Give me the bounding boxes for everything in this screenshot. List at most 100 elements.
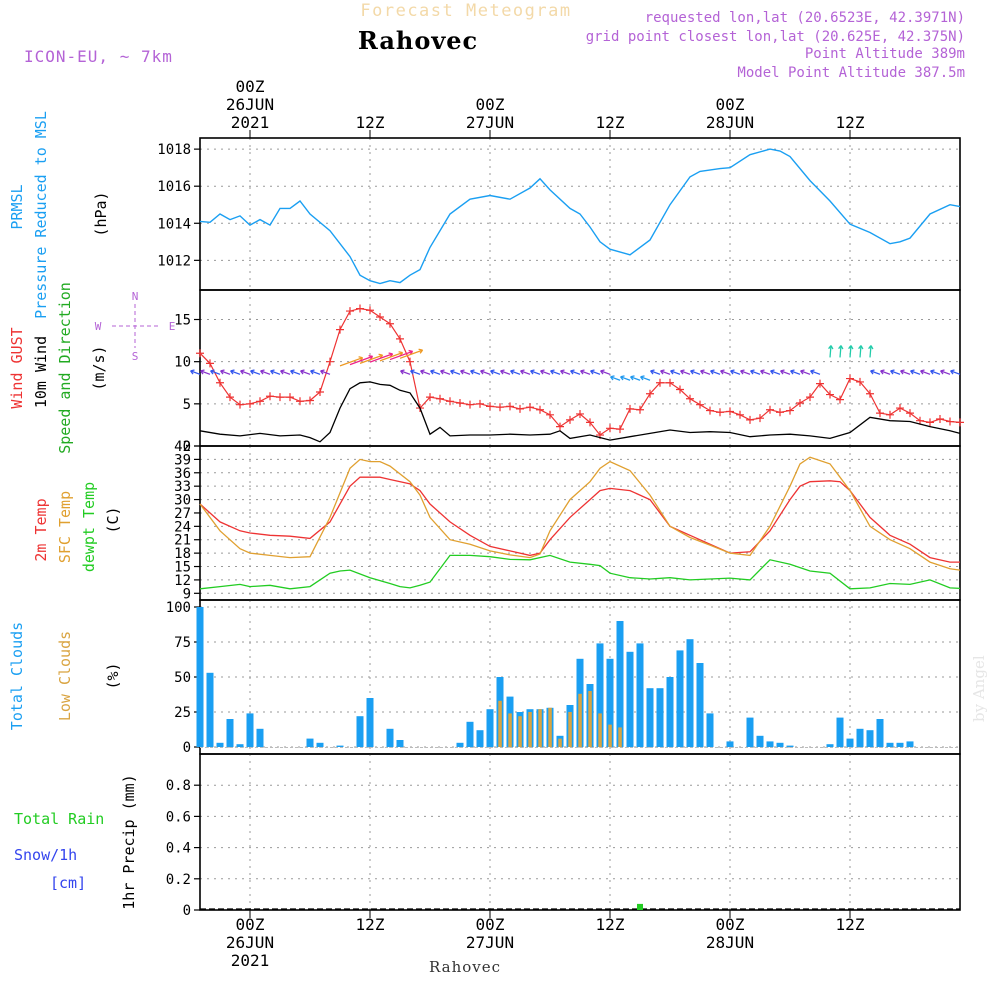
gust-marker-62 [816, 379, 824, 388]
wind-direction-arrow-5 [240, 370, 251, 375]
precip-axis-label: 1hr Precip (mm) [120, 774, 138, 909]
gust-marker-67 [866, 389, 874, 398]
total-cloud-bar-6 [256, 728, 264, 747]
low-cloud-bar-31 [508, 713, 512, 747]
wind-direction-head-9 [280, 369, 285, 375]
total-cloud-bar-55 [746, 717, 754, 747]
wind-10m-label: 10m Wind [32, 336, 50, 408]
wind-direction-arrow-68 [870, 370, 881, 375]
wind-direction-head-11 [300, 369, 305, 375]
temp-ytick-label-5: 24 [174, 519, 191, 535]
gust-marker-0 [196, 349, 204, 358]
wind-direction-head-75 [940, 369, 945, 375]
total-cloud-bar-4 [236, 744, 244, 747]
wind-direction-head-59 [780, 369, 785, 375]
gust-marker-30 [496, 403, 504, 412]
wind-unit: (m/s) [90, 345, 108, 390]
bottom-time-label-2-1: 27JUN [466, 933, 514, 952]
total-cloud-bar-70 [896, 742, 904, 747]
total-cloud-bar-3 [226, 719, 234, 747]
pressure-ytick-label-3: 1018 [157, 142, 191, 158]
total-cloud-bar-65 [846, 738, 854, 747]
wind-dir-label: Speed and Direction [56, 282, 74, 454]
wind-direction-arrow-62 [810, 370, 821, 375]
wind-direction-arrow-52 [710, 370, 721, 375]
total-cloud-bar-53 [726, 741, 734, 747]
bottom-time-label-4-1: 28JUN [706, 933, 754, 952]
temp-ytick-label-4: 21 [174, 533, 191, 549]
top-time-label-4-1: 28JUN [706, 113, 754, 132]
total-cloud-bar-27 [466, 721, 474, 747]
wind-direction-head-12 [310, 369, 315, 375]
gust-marker-26 [456, 398, 464, 407]
wind-direction-head-45 [640, 375, 645, 381]
gust-marker-15 [346, 307, 354, 316]
compass-w: W [95, 320, 102, 333]
gust-marker-33 [526, 403, 534, 412]
wind-direction-head-39 [580, 369, 585, 375]
total-cloud-bar-5 [246, 713, 254, 747]
total-cloud-bar-66 [856, 728, 864, 747]
rain-label: Total Rain [14, 810, 104, 828]
low-cloud-bar-39 [588, 691, 592, 747]
wind-direction-arrow-17 [369, 353, 393, 363]
wind-direction-arrow-72 [910, 370, 921, 375]
pressure-ytick-label-2: 1016 [157, 179, 191, 195]
wind-direction-head-70 [890, 369, 895, 375]
wind-direction-head-36 [550, 369, 555, 375]
wind-direction-head-72 [910, 369, 915, 375]
wind-direction-arrow-49 [680, 370, 691, 375]
gust-marker-59 [786, 406, 794, 415]
wind-direction-head-61 [800, 369, 805, 375]
wind-direction-head-67 [868, 345, 874, 350]
prmsl-label: PRMSL [8, 184, 26, 229]
wind-direction-head-2 [210, 369, 215, 375]
wind-direction-arrow-4 [230, 370, 241, 375]
wind-direction-head-73 [920, 369, 925, 375]
total-cloud-bar-63 [826, 744, 834, 747]
total-cloud-bar-47 [666, 677, 674, 747]
wind-direction-head-38 [570, 369, 575, 375]
bottom-time-label-4-0: 00Z [716, 915, 745, 934]
wind-direction-arrow-60 [790, 370, 801, 375]
wind-direction-head-28 [470, 369, 475, 375]
gust-marker-76 [956, 418, 964, 427]
location-title: Rahovec [358, 26, 478, 55]
wind-direction-arrow-50 [690, 370, 701, 375]
total-cloud-bar-48 [676, 650, 684, 747]
wind-ytick-label-2: 10 [174, 355, 191, 371]
sfc-temp-line [199, 456, 961, 571]
wind-direction-arrow-35 [540, 370, 551, 375]
total-cloud-bar-20 [396, 740, 404, 747]
wind-direction-head-37 [560, 369, 565, 375]
wind-direction-head-46 [650, 369, 655, 375]
gust-marker-37 [566, 415, 574, 424]
wind-direction-arrow-59 [780, 370, 791, 375]
top-time-label-0-1: 26JUN [226, 95, 274, 114]
gust-marker-3 [226, 393, 234, 402]
wind-direction-arrow-32 [510, 370, 521, 375]
gust-marker-24 [436, 394, 444, 403]
wind-direction-arrow-22 [410, 370, 421, 375]
wind-direction-arrow-31 [500, 370, 511, 375]
wind-direction-arrow-16 [359, 354, 383, 364]
pressure-ytick-label-0: 1012 [157, 253, 191, 269]
gust-marker-43 [626, 404, 634, 413]
gust-marker-75 [946, 417, 954, 426]
wind-direction-head-53 [720, 369, 725, 375]
temp-frame [199, 445, 961, 601]
gust-marker-32 [516, 404, 524, 413]
wind-direction-head-35 [540, 369, 545, 375]
gust-marker-19 [386, 319, 394, 328]
top-time-label-4-0: 00Z [716, 95, 745, 114]
clouds-ytick-label-3: 75 [174, 635, 191, 651]
temp-ytick-label-11: 42 [174, 439, 191, 455]
wind-direction-arrow-37 [560, 370, 571, 375]
wind-direction-arrow-41 [600, 370, 611, 375]
gust-marker-68 [876, 409, 884, 418]
total-cloud-bar-41 [606, 658, 614, 747]
wind-direction-head-47 [660, 369, 665, 375]
compass-icon: N E S W [95, 290, 176, 363]
wind-direction-head-30 [490, 369, 495, 375]
